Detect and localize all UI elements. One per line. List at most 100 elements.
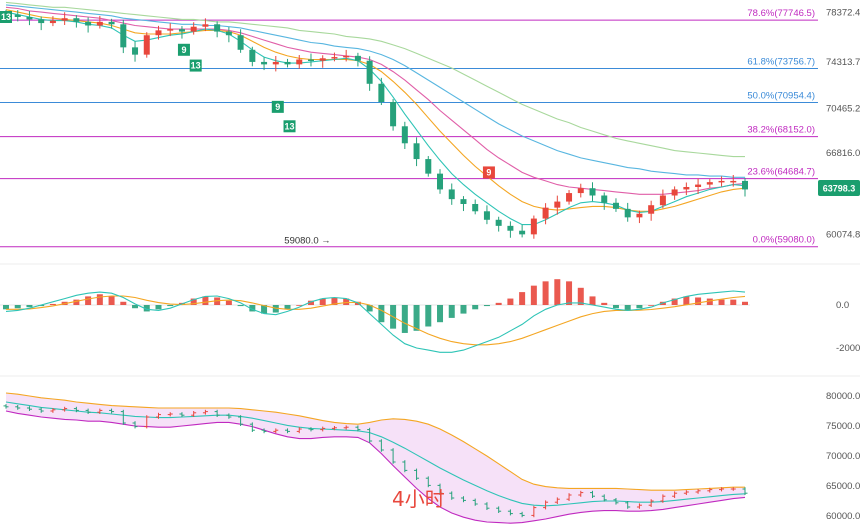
ma-slow-line: [5, 6, 746, 195]
macd-histogram-bar: [601, 302, 608, 305]
candle-body: [730, 180, 737, 183]
timeframe-label: 4小时: [392, 487, 445, 511]
candle-body: [636, 213, 643, 218]
candle-body: [14, 14, 21, 17]
fib-level-label: 50.0%(70954.4): [747, 91, 815, 102]
candle-body: [120, 24, 127, 48]
candle-body: [249, 49, 256, 62]
price-panel-grid: [0, 263, 860, 377]
candle-body: [85, 21, 92, 26]
price-candles: [3, 9, 748, 239]
macd-histogram-bar: [448, 305, 455, 318]
macd-histogram-bar: [695, 297, 702, 305]
ma-mid-line: [5, 9, 746, 212]
macd-histogram-bar: [718, 299, 725, 305]
candle-body: [706, 182, 713, 185]
macd-histogram-bar: [542, 281, 549, 305]
candle-body: [214, 24, 221, 32]
macd-histogram-bar: [202, 296, 209, 305]
macd-histogram-bar: [530, 285, 537, 305]
candle-body: [343, 55, 350, 58]
price-tick-label: 66816.0: [826, 148, 860, 159]
candle-body: [566, 193, 573, 202]
macd-histogram-bar: [155, 305, 162, 310]
candle-body: [413, 143, 420, 160]
candle-body: [190, 26, 197, 32]
candle-body: [96, 21, 103, 26]
td-sequence-label: 9: [486, 167, 491, 177]
macd-panel: [0, 279, 750, 353]
macd-histogram-bar: [566, 281, 573, 305]
candle-body: [554, 201, 561, 208]
macd-histogram-bar: [706, 298, 713, 305]
candle-body: [601, 195, 608, 203]
td-sequence-marker: [271, 100, 284, 113]
price-tick-label: 74313.7: [826, 57, 860, 68]
fib-level-label: 78.6%(77746.5): [747, 8, 815, 19]
candle-body: [695, 184, 702, 187]
macd-histogram-bar: [378, 305, 385, 323]
macd-histogram-bar: [26, 305, 33, 308]
candle-body: [659, 195, 666, 206]
candle-body: [671, 189, 678, 196]
td-sequence-label: 13: [191, 61, 201, 71]
candle-body: [178, 29, 185, 32]
macd-histogram-bar: [96, 294, 103, 305]
macd-histogram-bar: [742, 301, 748, 305]
td-sequence-marker: [189, 59, 202, 72]
candle-body: [483, 211, 490, 220]
macd-histogram-bar: [437, 305, 444, 323]
candle-body: [742, 180, 748, 190]
macd-histogram-bar: [331, 297, 338, 305]
price-tick-label: 60074.8: [826, 230, 860, 241]
candle-body: [26, 17, 33, 20]
chart-markers: 13 9 13 9 13 9 59080.0 →: [0, 11, 495, 247]
macd-histogram-bar: [472, 305, 479, 310]
macd-histogram-bar: [249, 305, 256, 312]
current-price-tag: 63798.3: [818, 180, 860, 196]
price-tick-label: 70465.2: [826, 103, 860, 114]
candle-body: [354, 55, 361, 61]
macd-histogram-bar: [495, 302, 502, 305]
current-price-tag-text: 63798.3: [823, 184, 856, 194]
candle-body: [718, 180, 725, 183]
candle-body: [542, 207, 549, 219]
bollinger-tick-label: 65000.0: [826, 481, 860, 492]
candle-body: [61, 18, 68, 21]
macd-histogram-bar: [683, 296, 690, 305]
candle-body: [437, 173, 444, 190]
candle-body: [261, 61, 268, 65]
candle-body: [225, 31, 232, 36]
price-tick-label: 78372.4: [826, 7, 860, 18]
candle-body: [530, 218, 537, 235]
macd-histogram-bar: [460, 305, 467, 314]
macd-histogram-bar: [261, 305, 268, 314]
candle-body: [49, 20, 56, 24]
td-sequence-marker: [0, 11, 12, 23]
fib-level-label: 0.0%(59080.0): [753, 235, 815, 246]
candle-body: [132, 47, 139, 55]
ma-slowest-line: [5, 1, 745, 158]
candle-body: [319, 58, 326, 61]
td-sequence-marker: [283, 120, 296, 133]
macd-histogram-bar: [73, 299, 80, 305]
macd-histogram-bar: [507, 298, 514, 305]
macd-histogram-bar: [425, 305, 432, 327]
macd-histogram-bar: [366, 305, 373, 312]
macd-histogram-bar: [296, 305, 303, 306]
macd-histogram-bar: [3, 305, 9, 310]
macd-histogram-bar: [671, 298, 678, 305]
macd-histogram-bar: [612, 305, 619, 309]
bollinger-mid-line: [5, 401, 746, 507]
bollinger-band-fill: [6, 393, 745, 524]
candle-body: [73, 18, 80, 22]
bollinger-tick-label: 60000.0: [826, 511, 860, 522]
candle-body: [155, 30, 162, 36]
candle-body: [296, 59, 303, 65]
candle-body: [307, 59, 314, 61]
td-sequence-marker: [177, 43, 190, 56]
macd-histogram-bar: [132, 305, 139, 309]
candle-body: [331, 57, 338, 59]
macd-histogram-bar: [730, 299, 737, 305]
candle-body: [378, 83, 385, 102]
